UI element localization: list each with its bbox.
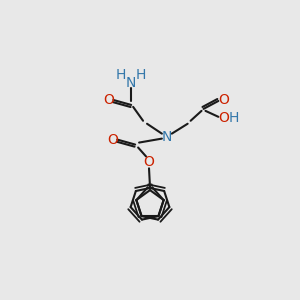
Text: H: H <box>116 68 127 82</box>
Text: N: N <box>126 76 136 90</box>
Text: O: O <box>103 93 114 107</box>
Text: H: H <box>229 111 239 125</box>
Text: O: O <box>107 133 118 147</box>
Text: O: O <box>218 93 229 107</box>
Text: N: N <box>162 130 172 144</box>
Text: O: O <box>144 155 154 170</box>
Text: O: O <box>218 111 229 125</box>
Text: H: H <box>136 68 146 82</box>
